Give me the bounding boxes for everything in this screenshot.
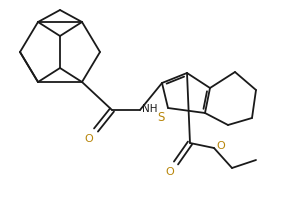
Text: S: S [158, 111, 165, 124]
Text: NH: NH [142, 104, 158, 114]
Text: O: O [165, 167, 174, 177]
Text: O: O [216, 141, 225, 151]
Text: O: O [84, 134, 93, 144]
